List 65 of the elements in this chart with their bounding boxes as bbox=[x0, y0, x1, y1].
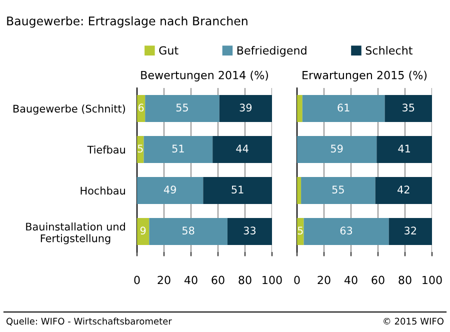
text: © 2015 WIFO bbox=[384, 318, 444, 325]
data-label: 41 bbox=[398, 144, 410, 152]
legend-label: Befriedigend bbox=[237, 46, 306, 57]
data-label: 59 bbox=[331, 144, 343, 153]
bar bbox=[203, 176, 272, 204]
data-label: 39 bbox=[240, 104, 252, 112]
data-label: 5 bbox=[138, 144, 143, 153]
x-tick-label: 20 bbox=[318, 276, 330, 284]
x-tick-label: 100 bbox=[422, 276, 442, 284]
chart-title: Baugewerbe: Ertragslage nach Branchen bbox=[7, 16, 248, 28]
data-label: 49 bbox=[164, 186, 176, 194]
bar bbox=[302, 94, 385, 122]
data-label: 35 bbox=[402, 104, 414, 112]
bar bbox=[212, 136, 272, 164]
bar bbox=[297, 136, 377, 164]
data-label: 63 bbox=[340, 226, 352, 235]
bar bbox=[376, 136, 432, 164]
x-tick-label: 60 bbox=[372, 276, 384, 284]
bar bbox=[137, 94, 146, 122]
y-tick-label: Baugewerbe (Schnitt) bbox=[13, 104, 125, 115]
source-note: Quelle: WIFO - Wirtschaftsbarometer bbox=[6, 318, 172, 326]
data-label: 55 bbox=[332, 186, 344, 194]
bar bbox=[149, 218, 228, 246]
data-label: 32 bbox=[404, 226, 416, 235]
data-label: 33 bbox=[244, 226, 256, 235]
data-label: 51 bbox=[232, 186, 244, 194]
bar bbox=[227, 218, 272, 246]
y-tick-label: Tiefbau bbox=[87, 146, 125, 154]
x-tick-label: 40 bbox=[344, 276, 358, 284]
bar bbox=[137, 136, 144, 164]
bar bbox=[297, 176, 302, 204]
data-label: 51 bbox=[172, 144, 184, 153]
data-label: 5 bbox=[298, 226, 303, 235]
data-label: 44 bbox=[236, 144, 248, 152]
x-tick-label: 100 bbox=[262, 276, 282, 284]
x-tick-label: 20 bbox=[158, 276, 170, 284]
chart-subtitle: Erwartungen 2015 (%) bbox=[302, 70, 427, 82]
legend-label: Gut bbox=[159, 46, 178, 55]
x-tick-label: 80 bbox=[238, 276, 252, 284]
data-label: 55 bbox=[176, 104, 188, 112]
bar bbox=[137, 176, 204, 204]
bar bbox=[145, 94, 220, 122]
bar bbox=[388, 218, 432, 246]
y-tick-label: Hochbau bbox=[80, 186, 125, 195]
bar bbox=[301, 176, 376, 204]
bar bbox=[304, 218, 389, 246]
bar bbox=[144, 136, 213, 164]
bar bbox=[375, 176, 432, 204]
data-label: 42 bbox=[398, 186, 410, 194]
data-label: 61 bbox=[338, 104, 350, 112]
data-label: 58 bbox=[182, 226, 194, 235]
legend-label: Schlecht bbox=[366, 46, 412, 55]
bar bbox=[384, 94, 432, 122]
x-tick-label: 0 bbox=[294, 276, 300, 284]
x-tick-label: 60 bbox=[212, 276, 224, 284]
data-label: 6 bbox=[138, 104, 144, 112]
chart-subtitle: Bewertungen 2014 (%) bbox=[141, 70, 268, 82]
y-tick-label: Bauinstallation und Fertigstellung bbox=[26, 222, 125, 244]
bar bbox=[137, 218, 150, 246]
x-tick-label: 0 bbox=[134, 276, 140, 284]
bar bbox=[219, 94, 272, 122]
x-tick-label: 40 bbox=[184, 276, 198, 284]
bar bbox=[297, 94, 302, 122]
data-label: 9 bbox=[140, 226, 146, 235]
x-tick-label: 80 bbox=[398, 276, 412, 284]
